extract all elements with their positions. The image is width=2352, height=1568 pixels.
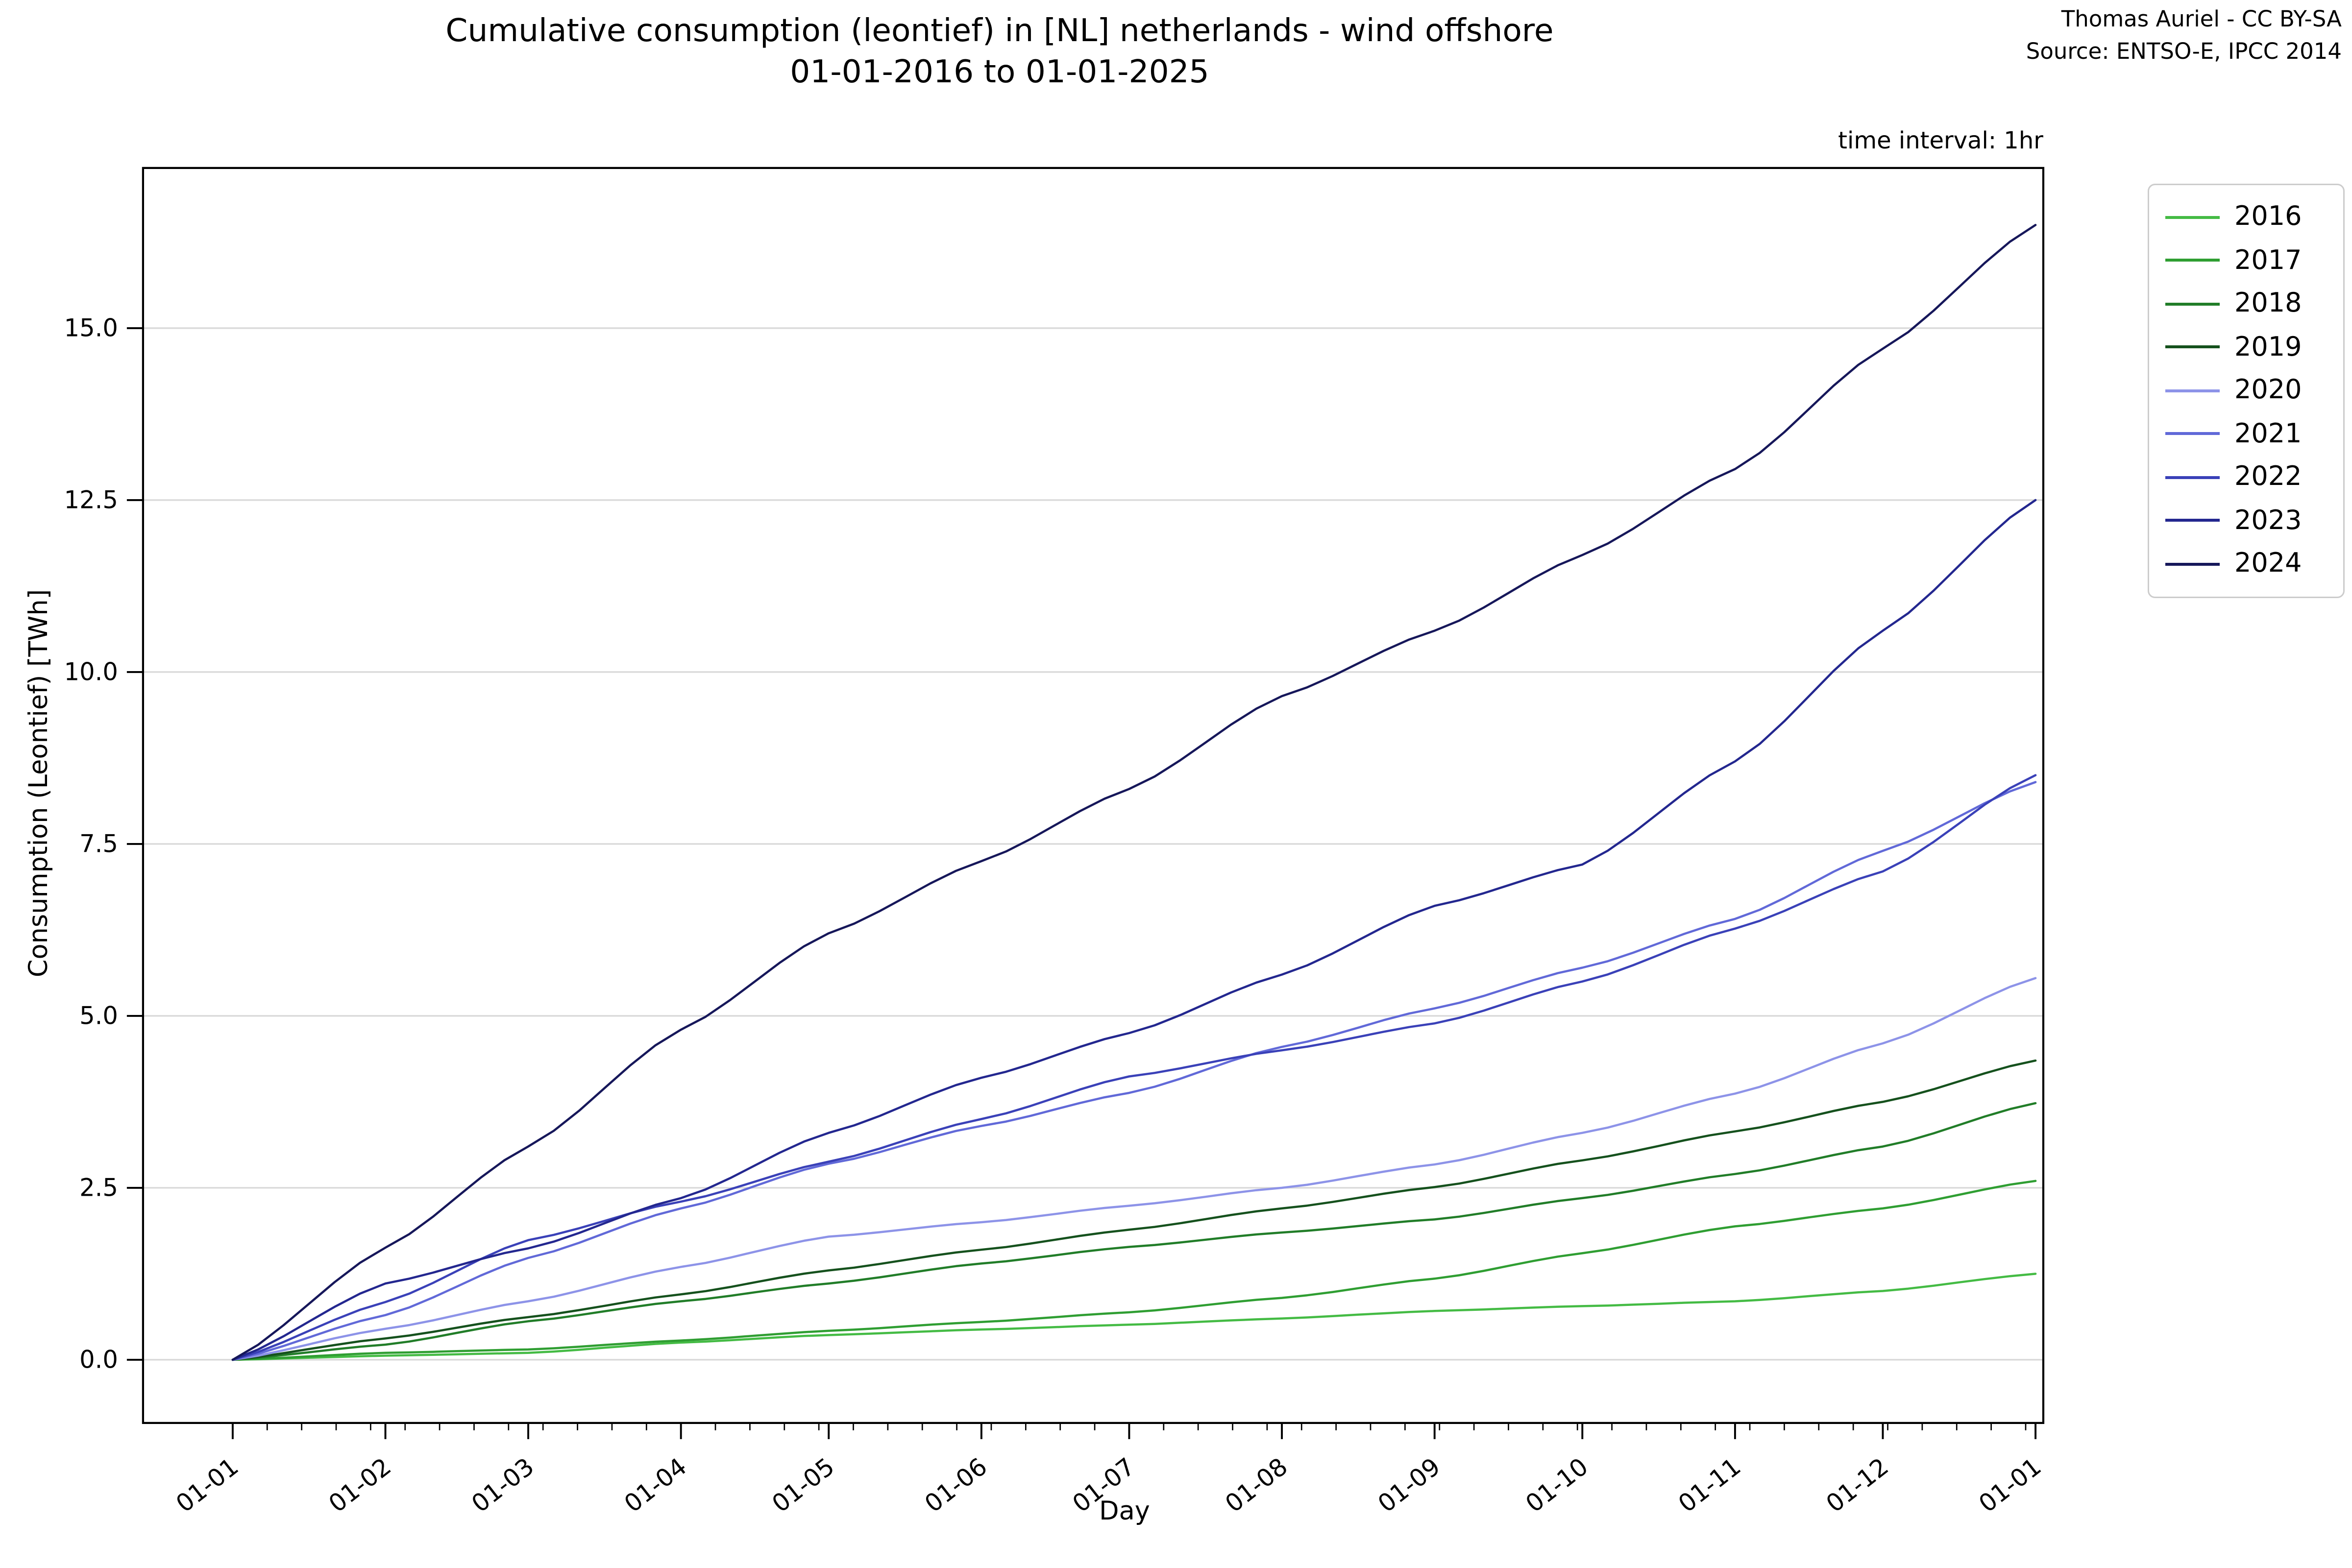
legend-item-2023: 2023 (2165, 499, 2343, 543)
legend-label-2020: 2020 (2234, 375, 2302, 406)
legend: 2016 2017 2018 2019 2020 2021 2022 2023 2024 (2148, 184, 2345, 598)
y-tick-label: 12.5 (64, 486, 118, 514)
chart-title-block: Cumulative consumption (leontief) in [NL… (0, 12, 1999, 94)
gridlines (143, 327, 2043, 1361)
legend-label-2017: 2017 (2234, 245, 2302, 276)
series-line-2020 (231, 977, 2037, 1361)
y-tick-labels: 0.0 2.5 5.0 7.5 10.0 12.5 15.0 (64, 314, 118, 1374)
series-line-2023 (231, 499, 2037, 1361)
legend-label-2021: 2021 (2234, 418, 2302, 450)
attribution-source: Source: ENTSO-E, IPCC 2014 (2026, 38, 2342, 65)
legend-label-2016: 2016 (2234, 201, 2302, 233)
legend-swatch-2021 (2165, 432, 2220, 435)
y-tick-label: 2.5 (79, 1174, 118, 1202)
legend-item-2018: 2018 (2165, 282, 2343, 326)
attribution: Thomas Auriel - CC BY-SA Source: ENTSO-E… (2026, 4, 2342, 69)
legend-item-2020: 2020 (2165, 369, 2343, 412)
y-tick-label: 5.0 (79, 1002, 118, 1030)
series-line-2022 (231, 774, 2037, 1361)
legend-item-2024: 2024 (2165, 542, 2343, 586)
chart-subtitle: 01-01-2016 to 01-01-2025 (790, 54, 1209, 91)
legend-swatch-2023 (2165, 519, 2220, 522)
legend-swatch-2016 (2165, 216, 2220, 219)
legend-label-2024: 2024 (2234, 548, 2302, 579)
series-line-2017 (231, 1180, 2037, 1361)
series-line-2018 (231, 1102, 2037, 1361)
axis-ticks (126, 327, 2037, 1439)
y-axis-label: Consumption (Leontief) [TWh] (25, 589, 54, 978)
legend-swatch-2024 (2165, 562, 2220, 566)
legend-item-2021: 2021 (2165, 412, 2343, 456)
axes-spines (142, 167, 2045, 1424)
legend-item-2022: 2022 (2165, 456, 2343, 499)
x-tick-label: 01-01 (171, 1452, 244, 1518)
series-line-2021 (231, 781, 2037, 1361)
legend-swatch-2020 (2165, 389, 2220, 392)
legend-item-2017: 2017 (2165, 239, 2343, 283)
series-line-2024 (231, 224, 2037, 1361)
legend-label-2023: 2023 (2234, 505, 2302, 536)
time-interval-note: time interval: 1hr (1838, 126, 2043, 154)
legend-swatch-2017 (2165, 259, 2220, 262)
y-tick-label: 15.0 (64, 314, 118, 342)
attribution-author: Thomas Auriel - CC BY-SA (2061, 6, 2342, 32)
legend-label-2019: 2019 (2234, 332, 2302, 363)
y-tick-label: 10.0 (64, 658, 118, 686)
series-line-2016 (231, 1273, 2037, 1361)
series-line-2019 (231, 1059, 2037, 1361)
legend-item-2019: 2019 (2165, 326, 2343, 369)
y-tick-label: 7.5 (79, 830, 118, 858)
x-axis-label: Day (1099, 1497, 1150, 1527)
legend-swatch-2019 (2165, 345, 2220, 349)
legend-label-2022: 2022 (2234, 461, 2302, 493)
legend-swatch-2022 (2165, 476, 2220, 479)
chart-title: Cumulative consumption (leontief) in [NL… (445, 13, 1554, 50)
series-lines (231, 224, 2037, 1361)
legend-label-2018: 2018 (2234, 288, 2302, 319)
legend-item-2016: 2016 (2165, 195, 2343, 239)
legend-swatch-2018 (2165, 302, 2220, 306)
y-tick-label: 0.0 (79, 1346, 118, 1374)
